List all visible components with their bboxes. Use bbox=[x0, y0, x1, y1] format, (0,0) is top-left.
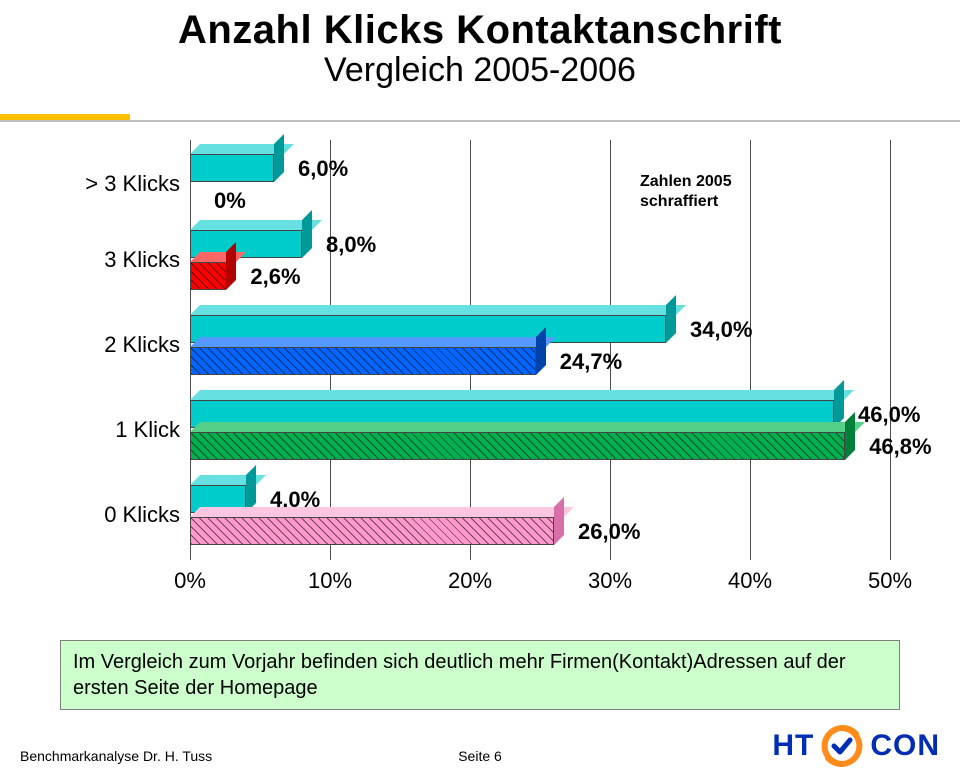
y-label-k2: 2 Klicks bbox=[60, 332, 180, 358]
y-label-k1: 1 Klick bbox=[60, 417, 180, 443]
bar-k3-2005 bbox=[190, 262, 226, 290]
logo-text-right: CON bbox=[870, 729, 940, 763]
y-label-gt3: > 3 Klicks bbox=[60, 171, 180, 197]
bar-k2-2005 bbox=[190, 347, 536, 375]
x-tick-label: 50% bbox=[868, 568, 912, 594]
title-line2: Vergleich 2005-2006 bbox=[40, 51, 920, 90]
plot-area: 0%10%20%30%40%50%> 3 Klicks6,0%0%3 Klick… bbox=[190, 140, 890, 560]
value-label-k3-2006: 8,0% bbox=[326, 232, 376, 258]
value-label-k0-2005: 26,0% bbox=[578, 519, 640, 545]
gridline bbox=[890, 140, 891, 560]
x-tick-label: 20% bbox=[448, 568, 492, 594]
swirl-icon bbox=[820, 724, 864, 768]
value-label-gt3-2005: 0% bbox=[214, 188, 246, 214]
value-label-k3-2005: 2,6% bbox=[250, 264, 300, 290]
footer-center: Seite 6 bbox=[458, 748, 502, 764]
x-tick-label: 30% bbox=[588, 568, 632, 594]
hatch-annotation: Zahlen 2005 schraffiert bbox=[640, 172, 732, 212]
footer-left: Benchmarkanalyse Dr. H. Tuss bbox=[20, 748, 212, 764]
accent-line bbox=[0, 120, 960, 122]
bar-k0-2005 bbox=[190, 517, 554, 545]
bar-gt3-2006 bbox=[190, 154, 274, 182]
value-label-k2-2006: 34,0% bbox=[690, 317, 752, 343]
slide: Anzahl Klicks Kontaktanschrift Vergleich… bbox=[0, 0, 960, 778]
annot-line1: Zahlen 2005 bbox=[640, 172, 732, 192]
x-tick-label: 10% bbox=[308, 568, 352, 594]
brand-logo: HT CON bbox=[772, 724, 940, 768]
value-label-gt3-2006: 6,0% bbox=[298, 156, 348, 182]
x-tick-label: 0% bbox=[174, 568, 206, 594]
callout-text: Im Vergleich zum Vorjahr befinden sich d… bbox=[73, 651, 846, 699]
bar-k1-2005 bbox=[190, 432, 845, 460]
bar-chart: 0%10%20%30%40%50%> 3 Klicks6,0%0%3 Klick… bbox=[60, 140, 900, 600]
value-label-k2-2005: 24,7% bbox=[560, 349, 622, 375]
annot-line2: schraffiert bbox=[640, 192, 732, 212]
callout-box: Im Vergleich zum Vorjahr befinden sich d… bbox=[60, 640, 900, 710]
value-label-k1-2005: 46,8% bbox=[869, 434, 931, 460]
value-label-k1-2006: 46,0% bbox=[858, 402, 920, 428]
y-label-k0: 0 Klicks bbox=[60, 502, 180, 528]
logo-text-left: HT bbox=[772, 729, 814, 763]
footer: Benchmarkanalyse Dr. H. Tuss Seite 6 HT … bbox=[20, 724, 940, 764]
y-label-k3: 3 Klicks bbox=[60, 247, 180, 273]
slide-title: Anzahl Klicks Kontaktanschrift Vergleich… bbox=[40, 8, 920, 90]
gridline bbox=[750, 140, 751, 560]
x-tick-label: 40% bbox=[728, 568, 772, 594]
title-line1: Anzahl Klicks Kontaktanschrift bbox=[40, 8, 920, 53]
